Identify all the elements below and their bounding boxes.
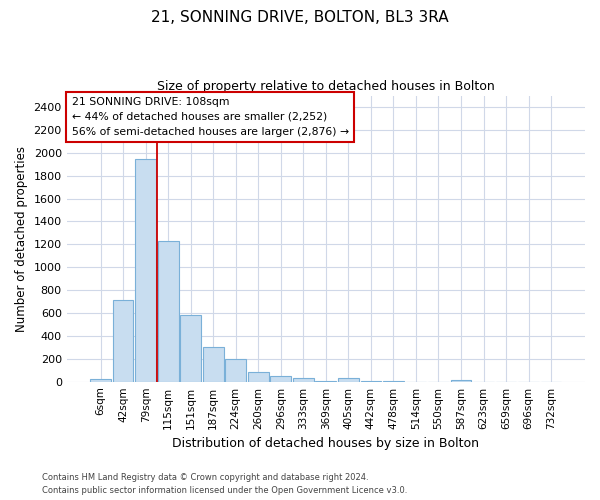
X-axis label: Distribution of detached houses by size in Bolton: Distribution of detached houses by size … [172, 437, 479, 450]
Bar [383, 381, 404, 382]
Bar [90, 380, 111, 382]
Y-axis label: Number of detached properties: Number of detached properties [15, 146, 28, 332]
Text: 21, SONNING DRIVE, BOLTON, BL3 3RA: 21, SONNING DRIVE, BOLTON, BL3 3RA [151, 10, 449, 25]
Bar [271, 376, 291, 382]
Bar [203, 347, 224, 382]
Bar [158, 241, 179, 382]
Title: Size of property relative to detached houses in Bolton: Size of property relative to detached ho… [157, 80, 495, 93]
Bar [361, 381, 381, 382]
Bar [316, 380, 336, 382]
Text: 21 SONNING DRIVE: 108sqm
← 44% of detached houses are smaller (2,252)
56% of sem: 21 SONNING DRIVE: 108sqm ← 44% of detach… [72, 97, 349, 136]
Bar [113, 300, 133, 382]
Bar [248, 372, 269, 382]
Bar [181, 316, 201, 382]
Bar [451, 380, 472, 382]
Bar [293, 378, 314, 382]
Bar [135, 158, 156, 382]
Bar [226, 359, 246, 382]
Text: Contains HM Land Registry data © Crown copyright and database right 2024.
Contai: Contains HM Land Registry data © Crown c… [42, 474, 407, 495]
Bar [338, 378, 359, 382]
